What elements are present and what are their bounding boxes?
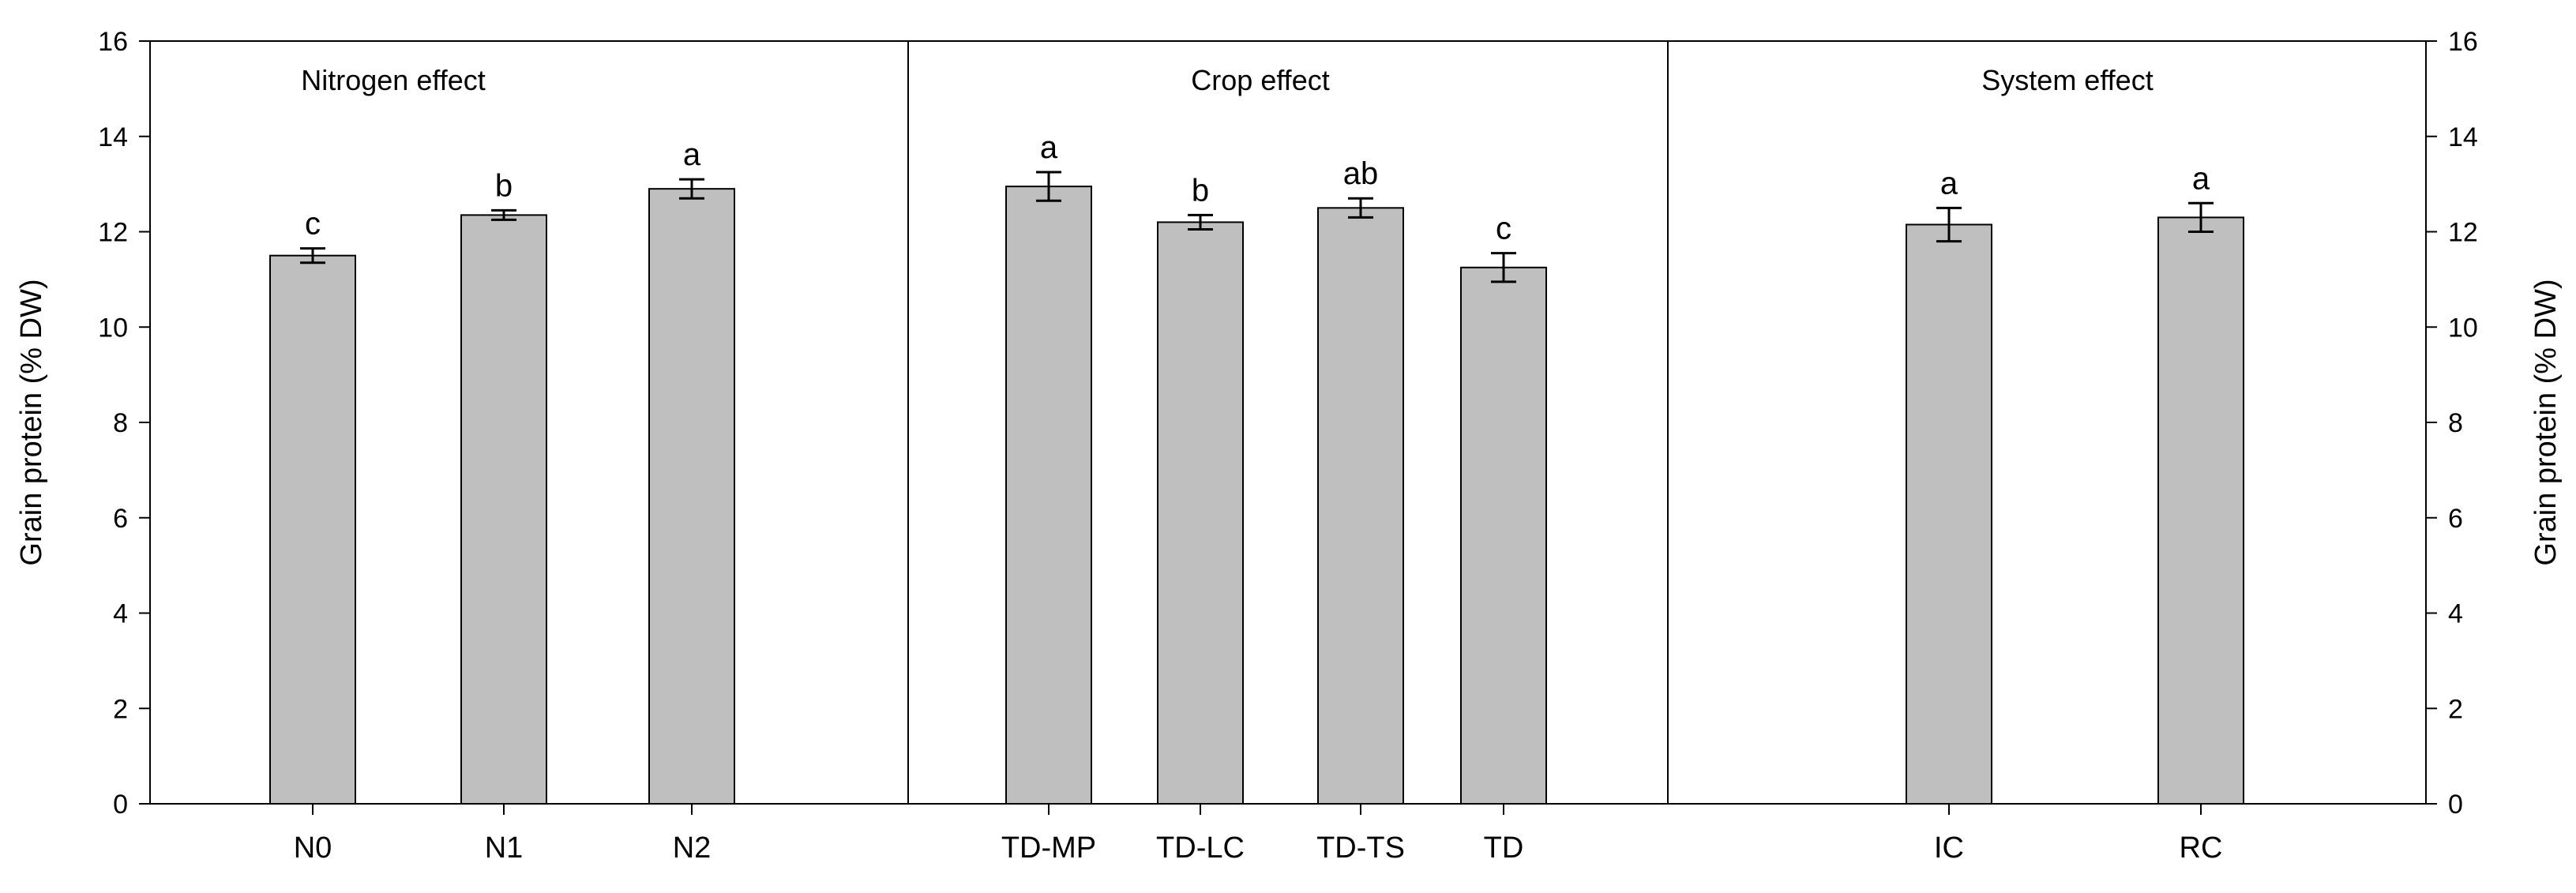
x-tick-label: TD-TS [1316,831,1405,865]
y-axis-title-right: Grain protein (% DW) [2529,279,2563,565]
x-tick-label: N1 [485,831,524,865]
y-tick-label-right: 0 [2448,790,2463,820]
bar [1317,207,1404,805]
y-tick-label-left: 12 [98,218,128,248]
panel-title: System effect [1981,64,2153,96]
y-tick-label-left: 14 [98,122,128,152]
significance-letter: c [1496,212,1511,246]
bar [648,188,735,805]
panel-title: Nitrogen effect [301,64,485,96]
significance-letter: c [305,207,321,242]
x-tick-label: N2 [673,831,712,865]
y-tick-label-left: 2 [113,694,128,724]
y-tick-label-left: 4 [113,599,128,629]
y-axis-title-left: Grain protein (% DW) [15,279,48,565]
bar [460,214,547,805]
y-tick-label-right: 2 [2448,694,2463,724]
y-tick-label-right: 8 [2448,408,2463,438]
y-tick-label-right: 16 [2448,27,2478,57]
x-tick-label: TD-LC [1156,831,1245,865]
x-tick-label: IC [1934,831,1964,865]
y-tick-label-right: 12 [2448,218,2478,248]
significance-letter: ab [1343,156,1379,191]
significance-letter: b [1192,173,1209,208]
x-tick-label: TD-MP [1001,831,1096,865]
y-tick-label-left: 8 [113,408,128,438]
y-tick-label-left: 6 [113,504,128,534]
significance-letter: a [1040,130,1058,165]
significance-letter: a [683,137,701,172]
x-tick-label: RC [2180,831,2223,865]
y-tick-label-left: 10 [98,313,128,343]
bar [1157,221,1244,805]
y-tick-label-right: 10 [2448,313,2478,343]
y-tick-label-right: 14 [2448,122,2478,152]
x-tick-label: N0 [294,831,332,865]
y-tick-label-right: 6 [2448,504,2463,534]
significance-letter: b [495,168,513,203]
bar [1005,186,1092,805]
significance-letter: a [2192,161,2210,196]
y-tick-label-left: 16 [98,27,128,57]
y-tick-label-left: 0 [113,790,128,820]
bar [1906,223,1992,805]
x-tick-label: TD [1484,831,1524,865]
panel-title: Crop effect [1191,64,1329,96]
bar [2157,216,2244,805]
y-tick-label-right: 4 [2448,599,2463,629]
significance-letter: a [1940,166,1958,201]
bar [269,254,356,805]
bar [1460,266,1547,805]
